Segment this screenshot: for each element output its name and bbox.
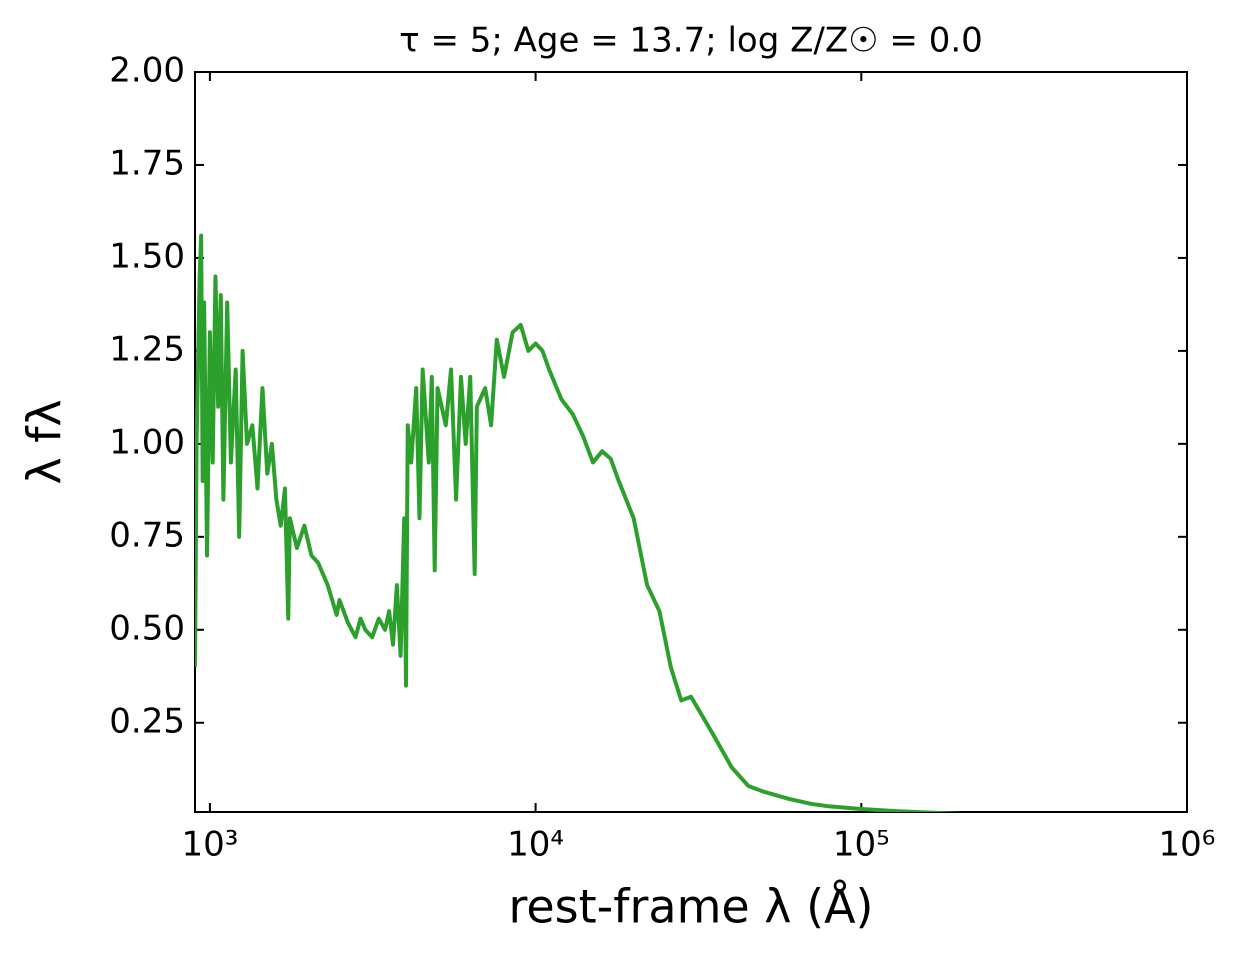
y-tick-label: 1.75	[109, 143, 185, 183]
x-tick-label: 10⁵	[833, 825, 890, 865]
chart-title: τ = 5; Age = 13.7; log Z/Z☉ = 0.0	[399, 21, 983, 61]
y-tick-label: 1.25	[109, 329, 185, 369]
series-line	[195, 233, 971, 812]
y-tick-label: 1.50	[109, 236, 185, 276]
y-axis-label: λ fλ	[18, 399, 72, 484]
y-tick-label: 0.50	[109, 608, 185, 648]
plot-area	[195, 233, 971, 812]
x-tick-label: 10³	[181, 825, 238, 865]
y-tick-label: 2.00	[109, 51, 185, 91]
x-tick-label: 10⁶	[1159, 825, 1216, 865]
y-tick-label: 1.00	[109, 422, 185, 462]
x-axis-label: rest-frame λ (Å)	[508, 880, 873, 934]
x-tick-label: 10⁴	[507, 825, 564, 865]
y-tick-label: 0.75	[109, 515, 185, 555]
y-tick-label: 0.25	[109, 701, 185, 741]
plot-frame	[194, 71, 1188, 813]
